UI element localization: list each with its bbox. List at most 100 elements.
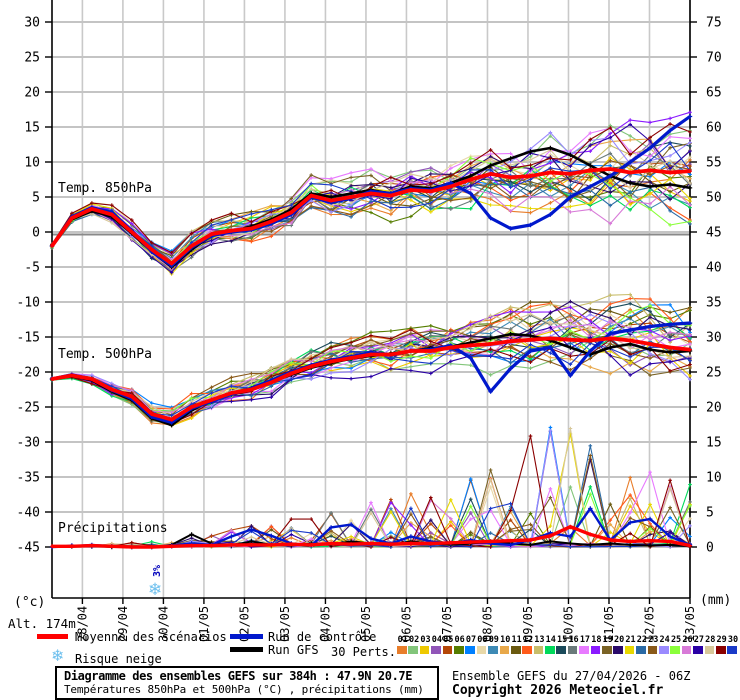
- pert-number: 01: [397, 635, 408, 645]
- pert-swatch: [522, 646, 532, 654]
- mean-line-swatch: [37, 634, 68, 639]
- y-axis-label-right: 0: [706, 541, 714, 556]
- pert-number: 22: [636, 635, 648, 645]
- pert-number: 17: [579, 635, 591, 645]
- pert-number: 14: [545, 635, 556, 645]
- x-axis-label: 07/05: [440, 606, 454, 642]
- x-axis-label: 28/04: [75, 606, 89, 642]
- pert-number: 05: [443, 635, 454, 645]
- mean-line-markers: [50, 524, 692, 549]
- ensemble-member-line: [51, 313, 691, 418]
- pert-swatch: [476, 646, 487, 654]
- gfs-line-swatch: [230, 647, 263, 652]
- x-axis-label: 30/04: [156, 606, 170, 642]
- perturbation-strip: 01 02 03 04 05 06 07 08 09 10 11 12 13 14 15 16 17 18 19 20…: [397, 635, 739, 654]
- x-axis-label: 11/05: [602, 606, 616, 642]
- x-axis-label: 13/05: [683, 606, 697, 642]
- pert-swatch: [465, 646, 475, 654]
- control-line-swatch: [230, 634, 263, 639]
- y-axis-label-right: 15: [706, 436, 722, 451]
- y-axis-label-right: 30: [706, 331, 722, 346]
- pert-swatch: [670, 646, 680, 654]
- pert-swatch: [510, 646, 521, 654]
- pert-number: 23: [648, 635, 659, 645]
- y-axis-label-left: 15: [24, 121, 40, 136]
- pert-number: 29: [716, 635, 727, 645]
- panel-title: Temp. 500hPa: [58, 347, 152, 362]
- y-axis-label-left: -40: [17, 506, 40, 521]
- pert-number: 02: [408, 635, 420, 645]
- copyright-label: Copyright 2026 Meteociel.fr: [452, 683, 664, 698]
- y-axis-label-left: 20: [24, 86, 40, 101]
- pert-number: 26: [682, 635, 693, 645]
- pert-swatch: [693, 646, 703, 654]
- y-axis-label-left: -5: [24, 261, 40, 276]
- pert-swatch: [567, 646, 578, 654]
- pert-number: 19: [602, 635, 613, 645]
- pert-swatch: [408, 646, 418, 654]
- y-axis-label-right: 10: [706, 471, 722, 486]
- y-axis-label-left: -30: [17, 436, 40, 451]
- mean-line-markers: [50, 167, 692, 266]
- y-axis-label-right: 65: [706, 86, 722, 101]
- y-axis-label-left: -25: [17, 401, 40, 416]
- mean-line-label: Moyenne des scénarios: [75, 630, 227, 644]
- y-axis-label-right: 20: [706, 401, 722, 416]
- pert-swatch: [545, 646, 555, 654]
- y-axis-label-left: 10: [24, 156, 40, 171]
- y-axis-label-left: -35: [17, 471, 40, 486]
- perturbation-numbers: 01 02 03 04 05 06 07 08 09 10 11 12 13 14 15 16 17 18 19 20…: [397, 635, 739, 645]
- pert-swatch: [602, 646, 612, 654]
- snowflake-icon: ❄: [148, 580, 162, 600]
- pert-number: 15: [557, 635, 568, 645]
- pert-swatch: [647, 646, 658, 654]
- x-axis-label: 04/05: [318, 606, 332, 642]
- pert-swatch: [556, 646, 567, 654]
- x-axis-label: 01/05: [197, 606, 211, 642]
- pert-swatch: [727, 646, 737, 654]
- pert-swatch: [431, 646, 441, 654]
- pert-number: 11: [511, 635, 522, 645]
- unit-left-label: (°c): [14, 595, 45, 610]
- pert-number: 16: [568, 635, 579, 645]
- y-axis-label-left: -10: [17, 296, 40, 311]
- pert-swatch: [499, 646, 510, 654]
- y-axis-label-right: 5: [706, 506, 714, 521]
- mean-line-markers: [50, 336, 692, 422]
- perturbation-swatches: [397, 646, 739, 654]
- snow-risk-label: Risque neige: [75, 652, 162, 666]
- y-axis-label-right: 40: [706, 261, 722, 276]
- x-axis-label: 10/05: [561, 606, 575, 642]
- y-axis-label-left: -15: [17, 331, 40, 346]
- pert-number: 28: [705, 635, 716, 645]
- pert-swatch: [533, 646, 544, 654]
- pert-swatch: [715, 646, 726, 654]
- perts-count-label: 30 Perts.: [330, 645, 396, 659]
- pert-number: 18: [591, 635, 602, 645]
- pert-number: 07: [465, 635, 477, 645]
- diagram-subtitle: Températures 850hPa et 500hPa (°C) , pré…: [64, 683, 424, 696]
- pert-number: 12: [522, 635, 534, 645]
- panel-title: Précipitations: [58, 521, 168, 536]
- x-axis-label: 08/05: [480, 606, 494, 642]
- pert-number: 06: [454, 635, 465, 645]
- y-axis-label-right: 70: [706, 51, 722, 66]
- y-axis-label-left: 25: [24, 51, 40, 66]
- pert-number: 13: [534, 635, 545, 645]
- pert-number: 24: [659, 635, 670, 645]
- y-axis-label-left: -20: [17, 366, 40, 381]
- pert-swatch: [397, 646, 407, 654]
- y-axis-label-left: 30: [24, 16, 40, 31]
- pert-number: 09: [488, 635, 499, 645]
- y-axis-label-right: 75: [706, 16, 722, 31]
- x-axis-label: 29/04: [116, 606, 130, 642]
- y-axis-label-right: 60: [706, 121, 722, 136]
- diagram-title: Diagramme des ensembles GEFS sur 384h : …: [64, 669, 413, 683]
- x-axis-label: 05/05: [359, 606, 373, 642]
- x-axis-label: 06/05: [399, 606, 413, 642]
- pert-swatch: [488, 646, 498, 654]
- footer-title-box: Diagramme des ensembles GEFS sur 384h : …: [55, 666, 439, 700]
- y-axis-label-right: 50: [706, 191, 722, 206]
- gfs-line-label: Run GFS: [268, 643, 319, 657]
